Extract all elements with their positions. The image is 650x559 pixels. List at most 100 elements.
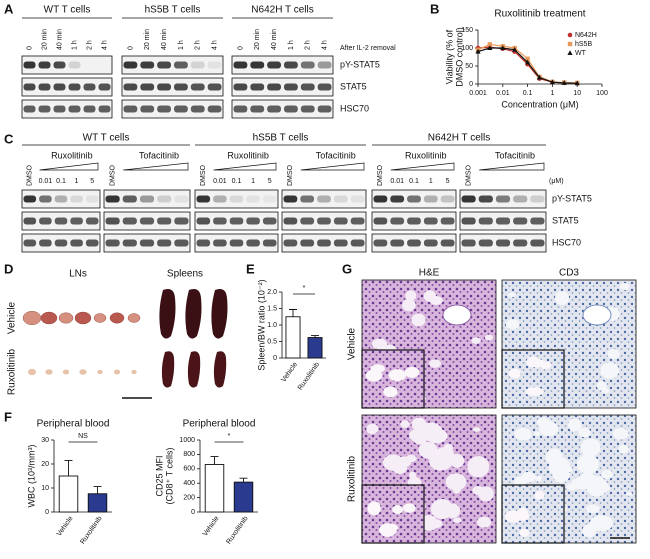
legend-label: N642H bbox=[575, 32, 597, 39]
band bbox=[250, 105, 265, 113]
band bbox=[350, 239, 365, 247]
legend-label: hS5B bbox=[575, 41, 592, 48]
lane-label: 1 bbox=[251, 178, 255, 185]
alveolus bbox=[467, 456, 490, 478]
x-tick-label: Ruxolitinib bbox=[297, 361, 321, 392]
band bbox=[233, 61, 248, 69]
x-tick-label: Vehicle bbox=[280, 361, 299, 384]
alveolus bbox=[548, 456, 571, 477]
drug-label: Tofacitinib bbox=[139, 150, 179, 160]
alveolus bbox=[404, 366, 420, 378]
band bbox=[284, 83, 298, 91]
group-header: WT T cells bbox=[44, 5, 91, 16]
band bbox=[495, 217, 511, 225]
unit-label: (μM) bbox=[549, 178, 564, 185]
band bbox=[373, 195, 388, 203]
band bbox=[23, 217, 37, 225]
alveolus bbox=[626, 491, 633, 496]
lane-label: 0 bbox=[26, 46, 33, 50]
alveolus bbox=[392, 505, 404, 515]
band bbox=[513, 239, 528, 247]
band bbox=[461, 195, 476, 203]
alveolus bbox=[507, 292, 516, 298]
data-point bbox=[525, 59, 531, 65]
band bbox=[317, 105, 332, 113]
band bbox=[157, 61, 171, 69]
bar bbox=[233, 481, 254, 513]
alveolus bbox=[534, 490, 545, 500]
lane-label: 0.01 bbox=[390, 178, 404, 185]
alveolus bbox=[409, 471, 417, 479]
x-tick-label: 0.01 bbox=[496, 90, 510, 97]
band bbox=[229, 217, 244, 225]
spleen bbox=[187, 351, 201, 388]
airway bbox=[582, 304, 612, 326]
panel-label: B bbox=[430, 1, 439, 16]
band bbox=[333, 239, 348, 247]
alveolus bbox=[504, 510, 522, 523]
band bbox=[284, 105, 298, 113]
panel-label: F bbox=[4, 409, 12, 424]
band bbox=[407, 217, 421, 225]
y-tick-label: 1000 bbox=[179, 437, 195, 444]
band bbox=[478, 217, 493, 225]
dose-wedge bbox=[479, 162, 545, 171]
x-tick-label: 10 bbox=[573, 90, 581, 97]
band bbox=[122, 217, 137, 225]
spleen bbox=[213, 351, 227, 388]
alveolus bbox=[367, 501, 381, 516]
y-axis-label: WBC (10³/mm³) bbox=[26, 445, 36, 508]
band bbox=[68, 105, 81, 113]
band bbox=[54, 195, 68, 203]
band bbox=[233, 83, 248, 91]
chart-title: Peripheral blood bbox=[37, 419, 110, 430]
chart-title: Ruxolitinib treatment bbox=[494, 9, 585, 20]
band bbox=[105, 217, 120, 225]
alveolus bbox=[418, 441, 438, 459]
band bbox=[23, 83, 36, 91]
band bbox=[190, 61, 205, 69]
alveolus bbox=[430, 499, 454, 519]
row-header: Vehicle bbox=[7, 301, 18, 334]
x-tick-label: 100 bbox=[596, 90, 608, 97]
alveolus bbox=[531, 358, 546, 368]
band bbox=[23, 239, 37, 247]
legend-marker bbox=[567, 32, 573, 38]
band bbox=[23, 61, 36, 69]
lane-label: 0.01 bbox=[213, 178, 227, 185]
data-point bbox=[525, 56, 530, 61]
band bbox=[440, 195, 455, 203]
band bbox=[140, 83, 155, 91]
dose-wedge bbox=[39, 162, 99, 171]
lymph-node bbox=[45, 369, 53, 375]
band bbox=[350, 217, 365, 225]
spleen bbox=[185, 289, 202, 339]
band bbox=[39, 195, 52, 203]
band bbox=[262, 195, 277, 203]
band bbox=[530, 239, 545, 247]
alveolus bbox=[601, 469, 613, 480]
lane-label: DMSO bbox=[27, 164, 34, 186]
band bbox=[478, 239, 493, 247]
band bbox=[246, 217, 260, 225]
band bbox=[229, 239, 244, 247]
lane-label: DMSO bbox=[377, 164, 384, 186]
legend-marker bbox=[567, 50, 573, 55]
alveolus bbox=[576, 454, 599, 475]
band bbox=[530, 195, 545, 203]
band bbox=[423, 195, 438, 203]
alveolus bbox=[428, 431, 445, 444]
band bbox=[70, 239, 83, 247]
alveolus bbox=[508, 368, 521, 379]
y-tick-label: 100 bbox=[461, 45, 473, 52]
data-point bbox=[500, 45, 506, 50]
band bbox=[53, 105, 66, 113]
lane-label: 4 h bbox=[321, 40, 328, 50]
lane-label: 0.01 bbox=[39, 178, 53, 185]
data-point bbox=[561, 80, 567, 85]
band bbox=[267, 105, 281, 113]
lane-label: 2 h bbox=[86, 40, 93, 50]
bar bbox=[285, 316, 301, 359]
lane-label: 1 bbox=[75, 178, 79, 185]
